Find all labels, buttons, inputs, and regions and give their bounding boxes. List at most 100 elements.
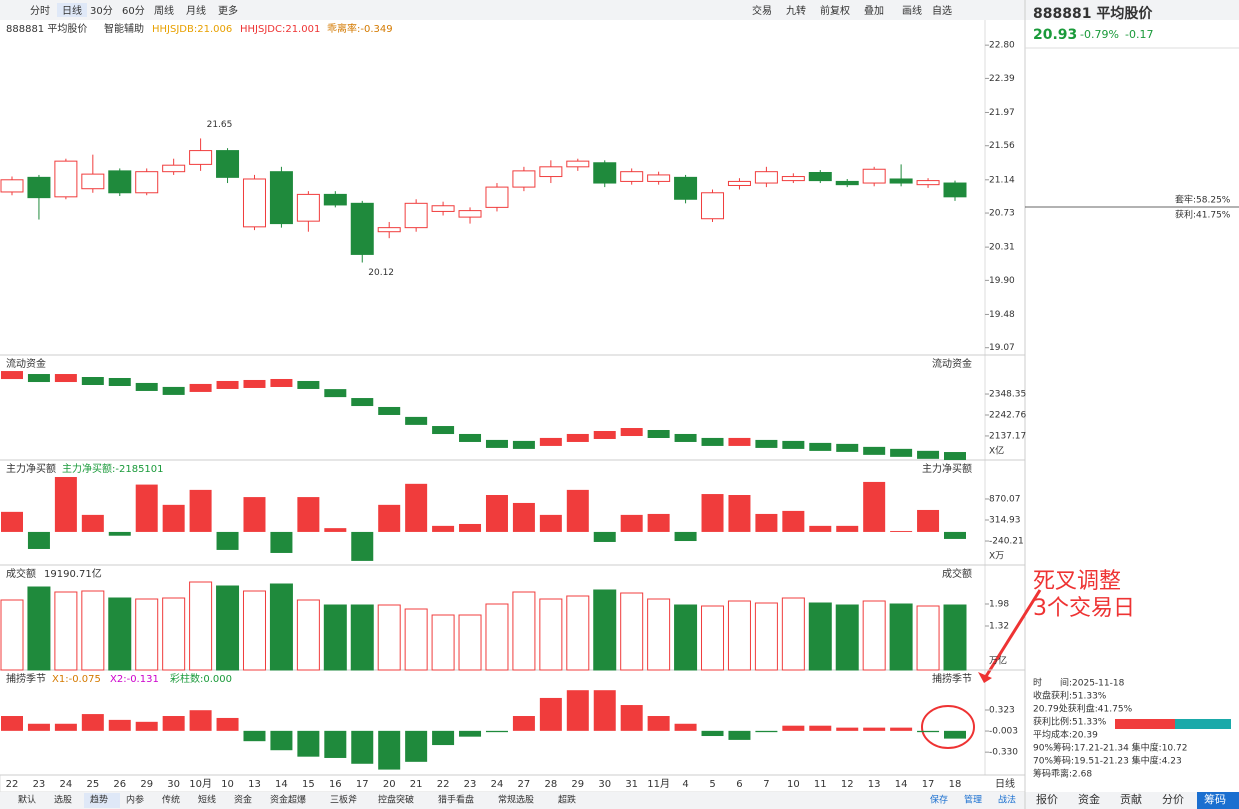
x-tick-label: 5	[709, 779, 715, 790]
candle-body	[216, 150, 240, 178]
y-tick-label: -0.330	[989, 748, 1018, 758]
toolbar-tab[interactable]: 更多	[218, 4, 238, 17]
flow-bar	[647, 429, 670, 438]
indicator-bar	[459, 730, 482, 737]
flow-bar	[1, 371, 23, 380]
toolbar-tab[interactable]: 分时	[30, 5, 50, 17]
net-bar	[512, 502, 535, 532]
side-tab[interactable]: 分价	[1162, 793, 1184, 806]
toolbar-button[interactable]: 画线	[902, 4, 922, 17]
net-bar	[485, 495, 508, 532]
side-tab[interactable]: 资金	[1078, 792, 1100, 806]
indicator-bar	[782, 725, 805, 731]
toolbar-tab[interactable]: 月线	[186, 4, 206, 17]
side-tab[interactable]: 筹码	[1204, 792, 1226, 806]
extreme-label: 20.12	[368, 268, 394, 278]
candle-body	[808, 171, 832, 182]
bottom-button[interactable]: 战法	[998, 794, 1016, 806]
profit-bar	[1115, 719, 1175, 729]
flow-bar	[566, 433, 589, 442]
bottom-button[interactable]: 保存	[930, 794, 948, 806]
side-tab[interactable]: 贡献	[1120, 792, 1142, 806]
net-bar	[162, 504, 185, 532]
flow-bar	[728, 437, 751, 446]
x-tick-label: 22	[437, 779, 450, 790]
toolbar-button[interactable]: 九转	[786, 4, 806, 17]
net-bar	[917, 509, 940, 532]
bottom-button[interactable]: 管理	[964, 794, 982, 806]
indicator-bar	[566, 690, 589, 731]
x-tick-label: 10月	[189, 778, 212, 790]
volume-bar	[458, 614, 482, 671]
net-bar	[108, 531, 131, 536]
candle-body	[458, 210, 482, 218]
indicator-bar	[135, 721, 158, 731]
flow-bar	[674, 433, 697, 442]
x-tick-label: 25	[86, 779, 99, 790]
flow-bar	[243, 379, 266, 388]
x-tick-label: 6	[736, 779, 742, 790]
indicator-bar	[432, 730, 455, 746]
bottom-tab[interactable]: 资金超爆	[270, 794, 306, 806]
indicator-x1: X1:-0.075	[52, 674, 101, 685]
toolbar-tab[interactable]: 周线	[154, 4, 174, 17]
toolbar-tab[interactable]: 日线	[62, 4, 82, 17]
bottom-tab[interactable]: 超跌	[558, 794, 576, 806]
candle-body	[512, 170, 536, 188]
indicator-bar	[351, 730, 374, 764]
bottom-tab[interactable]: 常规选股	[498, 794, 534, 806]
panel-label-right: 主力净买额	[922, 462, 972, 475]
flow-bar	[54, 374, 77, 383]
flow-bar	[162, 386, 185, 395]
net-bar	[351, 531, 374, 561]
bottom-tab[interactable]: 选股	[54, 794, 72, 806]
side-tab[interactable]: 报价	[1036, 792, 1058, 806]
flow-bar	[216, 380, 239, 389]
toolbar-tab[interactable]: 30分	[90, 5, 113, 17]
bottom-tab[interactable]: 趋势	[90, 794, 108, 806]
candle-body	[701, 192, 725, 220]
toolbar-tab[interactable]: 60分	[122, 5, 145, 17]
quote-chg: -0.17	[1125, 28, 1153, 41]
y-tick-label: 19.48	[989, 310, 1015, 320]
indicator-bar	[836, 727, 859, 731]
indicator-bar	[593, 690, 616, 731]
flow-bar	[405, 416, 428, 425]
candle-body	[835, 180, 859, 186]
header-assist: 智能辅助	[104, 22, 144, 35]
bottom-tab[interactable]: 三板斧	[330, 794, 357, 806]
indicator-bar	[512, 716, 535, 731]
chip-info: 平均成本:20.39	[1033, 729, 1098, 741]
net-bar	[539, 514, 562, 532]
bottom-tab[interactable]: 控盘突破	[378, 794, 414, 806]
bottom-tab[interactable]: 内参	[126, 794, 144, 806]
toolbar-button[interactable]: 自选	[932, 4, 952, 17]
x-tick-label: 30	[598, 779, 611, 790]
toolbar-button[interactable]: 交易	[752, 4, 772, 17]
bottom-tab[interactable]: 猎手看盘	[438, 794, 474, 806]
net-bar	[432, 525, 455, 532]
chip-info: 筹码乖离:2.68	[1033, 768, 1092, 780]
candle-body	[323, 193, 347, 206]
indicator-bar	[297, 730, 320, 757]
flow-bar	[782, 440, 805, 449]
x-tick-label: 28	[544, 779, 557, 790]
net-bar	[647, 513, 670, 532]
volume-bar	[404, 608, 428, 671]
bottom-tab[interactable]: 短线	[198, 794, 216, 806]
bottom-tab[interactable]: 传统	[162, 794, 180, 806]
toolbar-button[interactable]: 前复权	[820, 4, 850, 17]
net-bar	[1, 511, 23, 532]
flow-bar	[539, 437, 562, 446]
volume-bar	[754, 602, 778, 671]
bottom-tab[interactable]: 资金	[234, 794, 252, 806]
bottom-tab[interactable]: 默认	[18, 794, 36, 806]
panel-label-right: 流动资金	[932, 357, 972, 370]
net-bar	[728, 495, 751, 532]
chip-info: 90%筹码:17.21-21.34 集中度:10.72	[1033, 742, 1187, 754]
flow-bar	[27, 374, 50, 383]
indicator-bar	[324, 730, 347, 758]
toolbar-button[interactable]: 叠加	[864, 5, 884, 17]
candle-body	[647, 174, 671, 182]
flow-bar	[701, 437, 724, 446]
